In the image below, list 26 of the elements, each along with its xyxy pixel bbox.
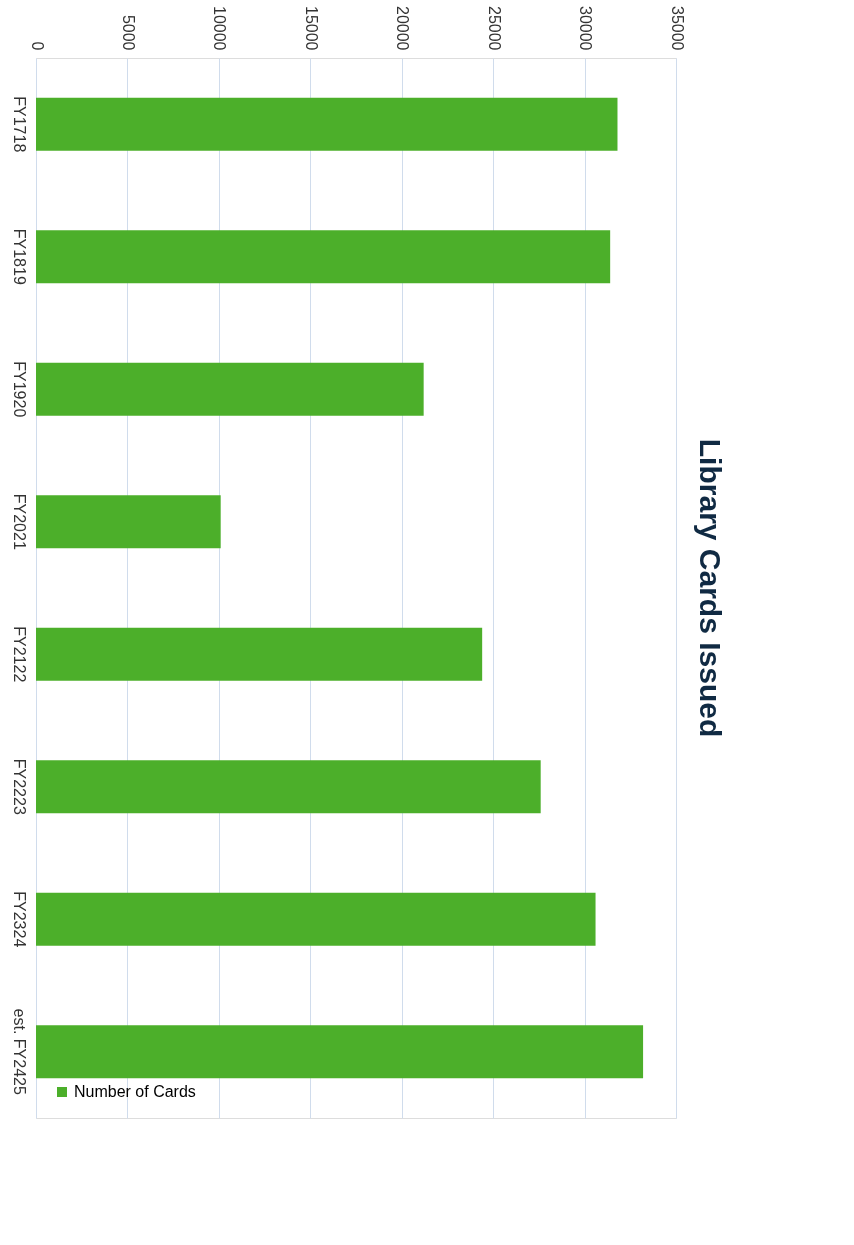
y-tick-label: FY1819	[10, 228, 28, 285]
x-tick-label: 35000	[668, 6, 686, 51]
bar	[36, 495, 221, 549]
y-tick-label: FY1920	[10, 361, 28, 418]
bar	[36, 1025, 644, 1079]
bar	[36, 892, 596, 946]
x-tick-label: 25000	[485, 6, 503, 51]
bar	[36, 627, 483, 681]
bar	[36, 97, 618, 151]
x-tick-label: 5000	[119, 14, 137, 51]
y-tick-label: FY2122	[10, 626, 28, 683]
x-tick-label: 15000	[302, 6, 320, 51]
bar	[36, 230, 611, 284]
x-tick-label: 10000	[211, 6, 229, 51]
text: Library Cards Issued	[694, 438, 727, 738]
y-tick-label: est. FY2425	[10, 1008, 28, 1095]
x-tick-label: 30000	[577, 6, 595, 51]
x-tick-label: 20000	[394, 6, 412, 51]
x-tick-label: 0	[28, 41, 46, 51]
y-tick-label: FY1718	[10, 96, 28, 153]
bar	[36, 760, 541, 814]
y-tick-label: FY2223	[10, 758, 28, 815]
legend-label: Number of Cards	[74, 1083, 196, 1100]
y-tick-label: FY2021	[10, 493, 28, 550]
bar	[36, 362, 424, 416]
y-tick-label: FY2324	[10, 891, 28, 948]
